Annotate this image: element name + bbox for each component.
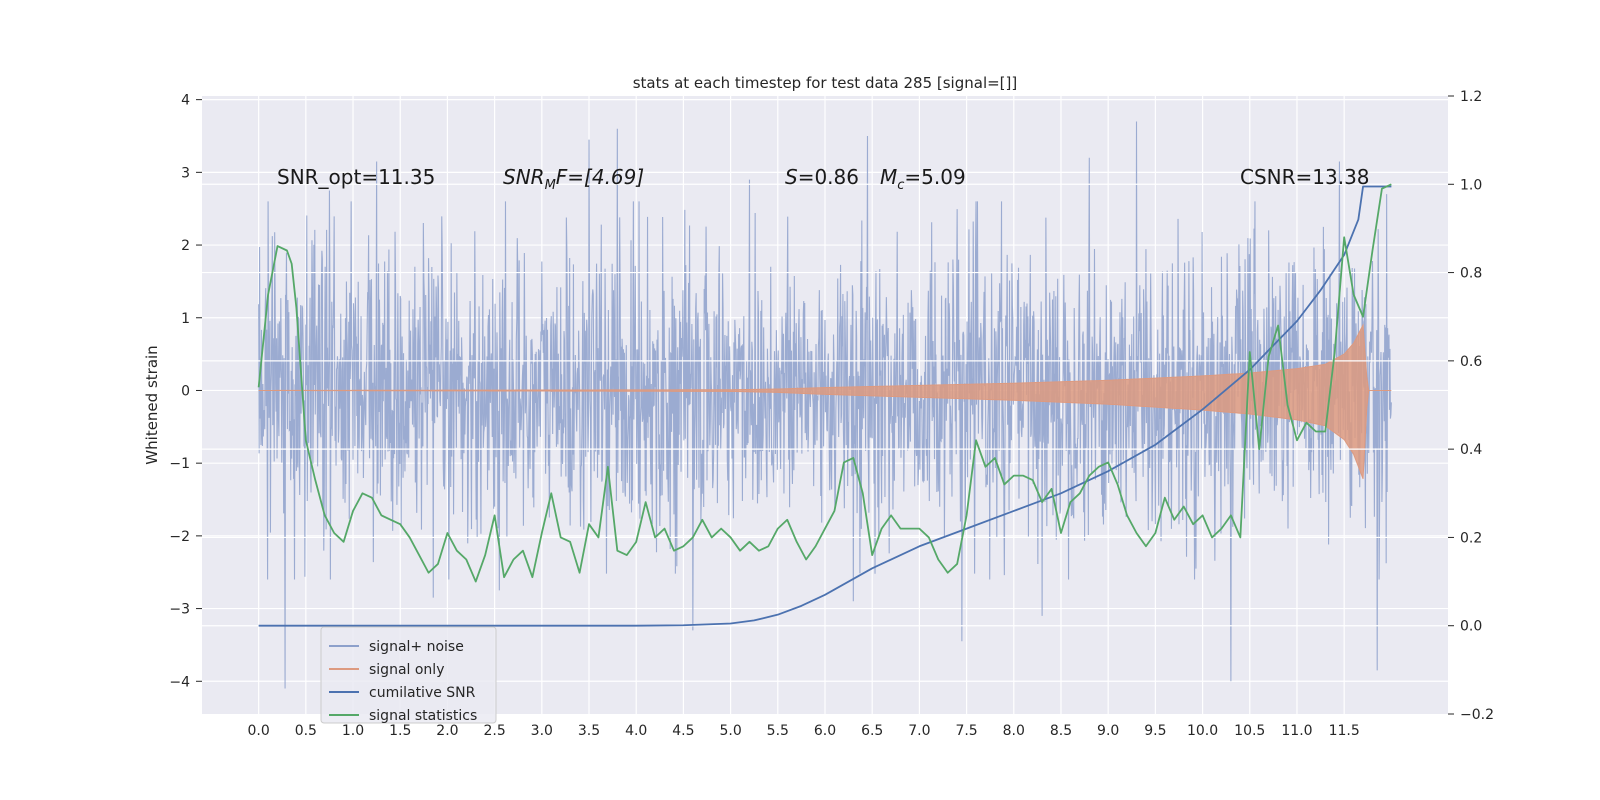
s-annotation: S=0.86 [785, 165, 859, 189]
signal-only-series [258, 323, 1392, 479]
cumulative-snr-series [258, 185, 1392, 627]
snr-opt-annotation: SNR_opt=11.35 [277, 165, 435, 189]
cumulative-snr-line [258, 185, 1392, 627]
right-y-axis-ticks: 1.2 1.0 0.8 0.6 0.4 0.2 0.0 −0.2 [1448, 89, 1494, 723]
mc-label: M [880, 165, 897, 189]
x-tick-label: 0.0 [248, 723, 270, 739]
x-tick-label: 10.5 [1234, 723, 1265, 739]
x-tick-label: 0.5 [295, 723, 317, 739]
legend: signal+ noise signal only cumilative SNR si… [320, 626, 497, 724]
s-value: =0.86 [798, 165, 859, 189]
y2-tick-label: 0.2 [1460, 530, 1482, 546]
snr-mf-subscript: M [545, 178, 556, 193]
y2-tick-label: 1.2 [1460, 89, 1482, 105]
y-tick-label: 2 [181, 238, 190, 254]
x-tick-label: 6.5 [861, 723, 883, 739]
x-axis-ticks: 0.0 0.5 1.0 1.5 2.0 2.5 3.0 3.5 4.0 4.5 5.0 5.5 6.0 6… [248, 723, 1360, 739]
signal-only-band [258, 323, 1392, 479]
legend-label: cumilative SNR [369, 685, 476, 701]
x-tick-label: 4.5 [672, 723, 694, 739]
y2-tick-label: 1.0 [1460, 177, 1482, 193]
x-tick-label: 3.5 [578, 723, 600, 739]
mc-value: =5.09 [904, 165, 965, 189]
y-tick-label: −2 [169, 529, 190, 545]
y-tick-label: 4 [181, 93, 190, 109]
y2-tick-label: −0.2 [1460, 707, 1494, 723]
y-tick-label: 0 [181, 383, 190, 399]
y-tick-label: −3 [169, 602, 190, 618]
y2-tick-label: 0.6 [1460, 354, 1482, 370]
snr-mf-annotation: SNRMF=[4.69] [503, 165, 644, 193]
y-tick-label: 3 [181, 165, 190, 181]
chart-title: stats at each timestep for test data 285… [633, 74, 1018, 92]
y2-tick-label: 0.8 [1460, 266, 1482, 282]
x-tick-label: 6.0 [814, 723, 836, 739]
y-tick-label: 1 [181, 311, 190, 327]
x-tick-label: 7.5 [955, 723, 977, 739]
s-label: S [785, 165, 798, 189]
legend-label: signal only [369, 662, 444, 678]
x-tick-label: 3.0 [531, 723, 553, 739]
y-tick-label: −1 [169, 456, 190, 472]
x-tick-label: 1.5 [389, 723, 411, 739]
legend-label: signal statistics [369, 708, 477, 724]
annotations: SNR_opt=11.35 SNRMF=[4.69] S=0.86 Mc=5.0… [277, 165, 1370, 193]
x-tick-label: 2.0 [436, 723, 458, 739]
x-tick-label: 9.0 [1097, 723, 1119, 739]
x-tick-label: 9.5 [1144, 723, 1166, 739]
csnr-annotation: CSNR=13.38 [1240, 165, 1370, 189]
mc-subscript: c [897, 178, 904, 193]
x-tick-label: 1.0 [342, 723, 364, 739]
signal-statistics-line [257, 183, 1392, 583]
x-tick-label: 2.5 [483, 723, 505, 739]
legend-box [320, 626, 497, 724]
y2-tick-label: 0.4 [1460, 442, 1482, 458]
x-tick-label: 5.0 [719, 723, 741, 739]
y2-tick-label: 0.0 [1460, 619, 1482, 635]
x-tick-label: 4.0 [625, 723, 647, 739]
legend-label: signal+ noise [369, 639, 464, 655]
x-tick-label: 8.0 [1003, 723, 1025, 739]
x-tick-label: 7.0 [908, 723, 930, 739]
signal-noise-series [258, 121, 1392, 689]
snr-mf-label: SNR [503, 165, 545, 189]
x-tick-label: 11.0 [1281, 723, 1312, 739]
snr-mf-value: F=[4.69] [556, 165, 644, 189]
signal-noise-line [258, 121, 1392, 689]
x-tick-label: 11.5 [1329, 723, 1360, 739]
x-tick-label: 10.0 [1187, 723, 1218, 739]
y-tick-label: −4 [169, 674, 190, 690]
x-tick-label: 8.5 [1050, 723, 1072, 739]
x-tick-label: 5.5 [767, 723, 789, 739]
y-axis-label: Whitened strain [143, 345, 161, 464]
y-axis-ticks: 4 3 2 1 0 −1 −2 −3 −4 [169, 93, 202, 690]
mc-annotation: Mc=5.09 [880, 165, 966, 193]
signal-statistics-series [257, 183, 1392, 583]
